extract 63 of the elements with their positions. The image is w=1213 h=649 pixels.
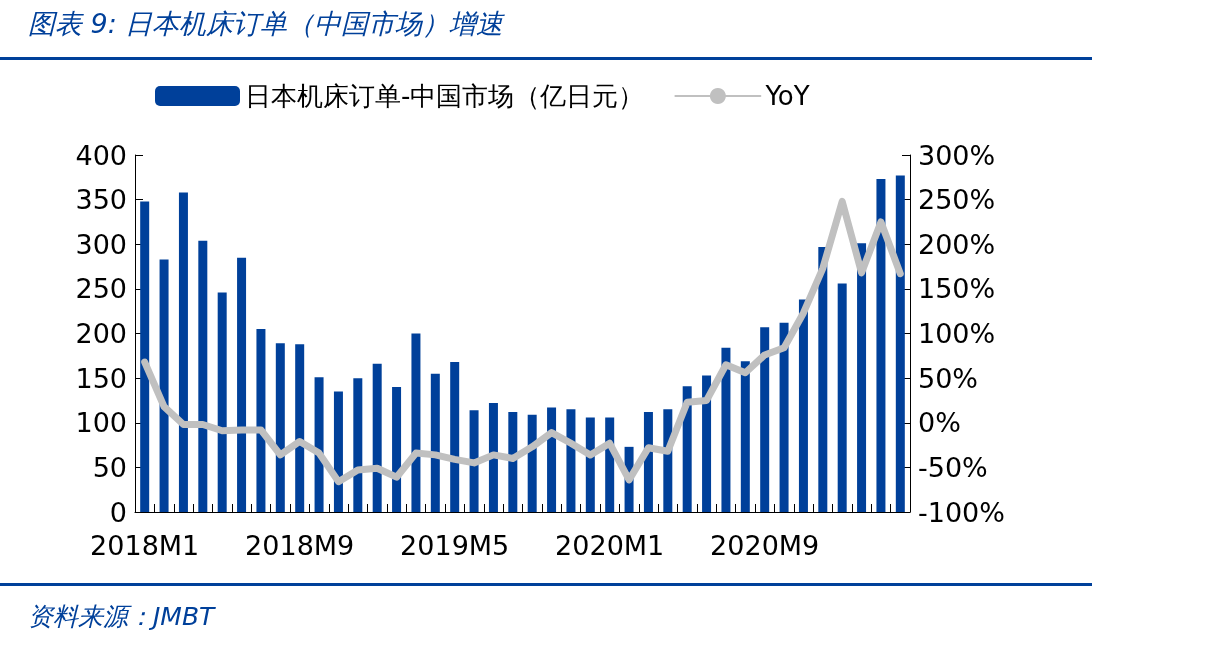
y-tick-label: 100 <box>75 407 127 439</box>
y-tick-label: 350 <box>75 184 127 216</box>
bar <box>353 378 363 512</box>
bar <box>275 343 285 512</box>
x-tick-label: 2019M5 <box>400 530 510 561</box>
legend-label: 日本机床订单-中国市场（亿日元） <box>245 81 645 111</box>
legend-label: YoY <box>764 81 810 111</box>
bar <box>488 403 498 512</box>
y2-tick-label: 250% <box>918 184 996 216</box>
bar <box>469 410 479 512</box>
text: 资料来源：JMBT <box>28 601 215 633</box>
bar <box>411 333 421 512</box>
y2-tick-label: 300% <box>918 139 996 171</box>
bar <box>857 243 867 512</box>
bar <box>450 362 460 512</box>
chart-title: 图表 9: 日本机床订单（中国市场）增速 <box>28 7 504 41</box>
y2-tick-label: 0% <box>918 407 961 439</box>
bar <box>430 373 440 512</box>
bar <box>256 329 266 512</box>
x-tick-label: 2020M9 <box>710 530 820 561</box>
bar <box>237 257 247 512</box>
bar <box>760 327 770 512</box>
y2-tick-label: -100% <box>918 496 1005 528</box>
bar <box>547 407 557 512</box>
bar <box>140 201 150 512</box>
y-tick-label: 400 <box>75 139 127 171</box>
y2-tick-label: -50% <box>918 451 988 483</box>
bar <box>682 386 692 512</box>
y-tick-label: 200 <box>75 318 127 349</box>
x-tick-label: 2018M9 <box>245 530 355 561</box>
bar <box>837 283 847 512</box>
bar <box>372 363 382 512</box>
bar <box>333 391 343 512</box>
y2-tick-label: 50% <box>918 362 979 394</box>
bar <box>779 322 789 512</box>
bar <box>198 240 208 512</box>
bar <box>508 412 518 512</box>
x-tick-label: 2020M1 <box>555 530 665 561</box>
bar <box>818 246 828 512</box>
bar <box>295 344 305 512</box>
y-tick-label: 50 <box>92 451 127 483</box>
y2-tick-label: 100% <box>918 318 996 349</box>
x-tick-label: 2018M1 <box>90 530 200 561</box>
bar <box>392 387 402 512</box>
bar <box>566 409 576 512</box>
bar <box>159 259 169 512</box>
bar <box>740 361 750 512</box>
bar <box>798 299 808 512</box>
bar <box>585 417 595 512</box>
y-tick-label: 300 <box>75 228 127 260</box>
y2-tick-label: 150% <box>918 273 996 305</box>
y-tick-label: 150 <box>75 362 127 394</box>
y-tick-label: 0 <box>109 496 127 528</box>
bar <box>217 292 227 512</box>
bar <box>721 347 731 512</box>
bar <box>527 414 537 512</box>
bar <box>876 179 886 512</box>
y2-tick-label: 200% <box>918 228 996 260</box>
bar <box>702 375 712 512</box>
bar <box>314 377 324 512</box>
y-tick-label: 250 <box>75 273 127 305</box>
bar <box>895 175 905 512</box>
bar <box>178 192 188 512</box>
